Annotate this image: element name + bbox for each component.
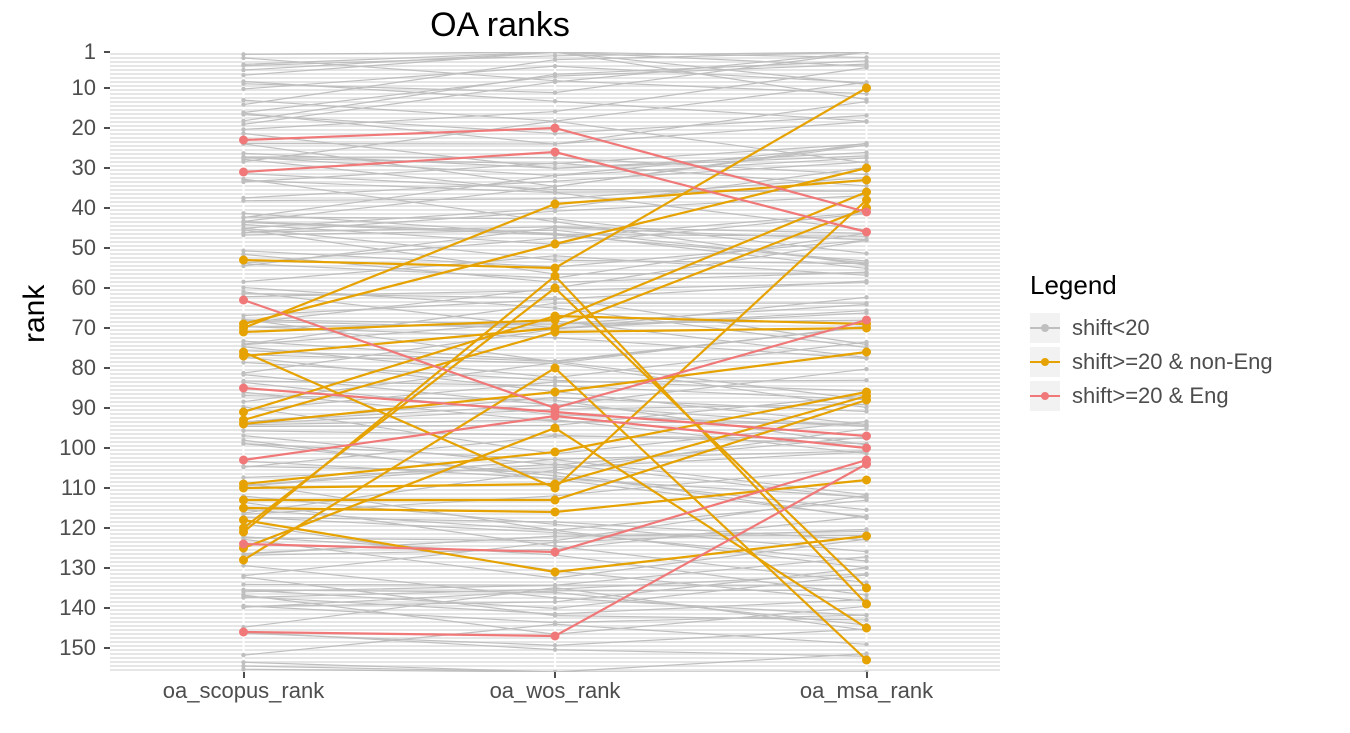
y-tick-label: 10 (0, 75, 96, 101)
x-tick-label: oa_msa_rank (800, 678, 933, 704)
y-tick-mark (104, 447, 110, 449)
x-tick-label: oa_wos_rank (490, 678, 621, 704)
y-tick-mark (104, 647, 110, 649)
y-tick-label: 50 (0, 235, 96, 261)
y-tick-label: 120 (0, 515, 96, 541)
y-tick-mark (104, 127, 110, 129)
y-tick-label: 70 (0, 315, 96, 341)
y-tick-label: 110 (0, 475, 96, 501)
legend-item: shift<20 (1030, 311, 1273, 345)
y-tick-label: 40 (0, 195, 96, 221)
y-tick-mark (104, 607, 110, 609)
chart-container: { "title": "OA ranks", "ylabel": "rank",… (0, 0, 1350, 733)
y-tick-label: 130 (0, 555, 96, 581)
legend-items: shift<20 shift>=20 & non-Eng shift>=20 & E… (1030, 311, 1273, 413)
x-tick-label: oa_scopus_rank (163, 678, 324, 704)
y-tick-label: 20 (0, 115, 96, 141)
legend: Legend shift<20 shift>=20 & non-Eng shift>… (1030, 270, 1273, 413)
x-tick-mark (866, 672, 868, 678)
legend-swatch (1030, 381, 1060, 411)
x-tick-mark (554, 672, 556, 678)
y-tick-label: 140 (0, 595, 96, 621)
y-tick-mark (104, 287, 110, 289)
y-tick-mark (104, 207, 110, 209)
y-tick-mark (104, 247, 110, 249)
y-tick-label: 100 (0, 435, 96, 461)
legend-title: Legend (1030, 270, 1273, 301)
legend-swatch (1030, 347, 1060, 377)
legend-label: shift>=20 & non-Eng (1072, 349, 1273, 375)
plot-panel (110, 52, 1000, 672)
legend-label: shift>=20 & Eng (1072, 383, 1229, 409)
y-tick-label: 30 (0, 155, 96, 181)
legend-label: shift<20 (1072, 315, 1150, 341)
y-tick-mark (104, 567, 110, 569)
legend-item: shift>=20 & non-Eng (1030, 345, 1273, 379)
y-tick-mark (104, 487, 110, 489)
y-tick-mark (104, 527, 110, 529)
y-tick-mark (104, 51, 110, 53)
y-tick-label: 150 (0, 635, 96, 661)
y-tick-mark (104, 87, 110, 89)
legend-swatch (1030, 313, 1060, 343)
y-tick-label: 60 (0, 275, 96, 301)
x-tick-mark (243, 672, 245, 678)
y-tick-label: 80 (0, 355, 96, 381)
y-tick-label: 1 (0, 39, 96, 65)
y-tick-mark (104, 367, 110, 369)
y-tick-label: 90 (0, 395, 96, 421)
y-tick-mark (104, 167, 110, 169)
y-tick-mark (104, 327, 110, 329)
plot-svg (110, 52, 1000, 672)
chart-title: OA ranks (0, 6, 1000, 45)
y-tick-mark (104, 407, 110, 409)
legend-item: shift>=20 & Eng (1030, 379, 1273, 413)
